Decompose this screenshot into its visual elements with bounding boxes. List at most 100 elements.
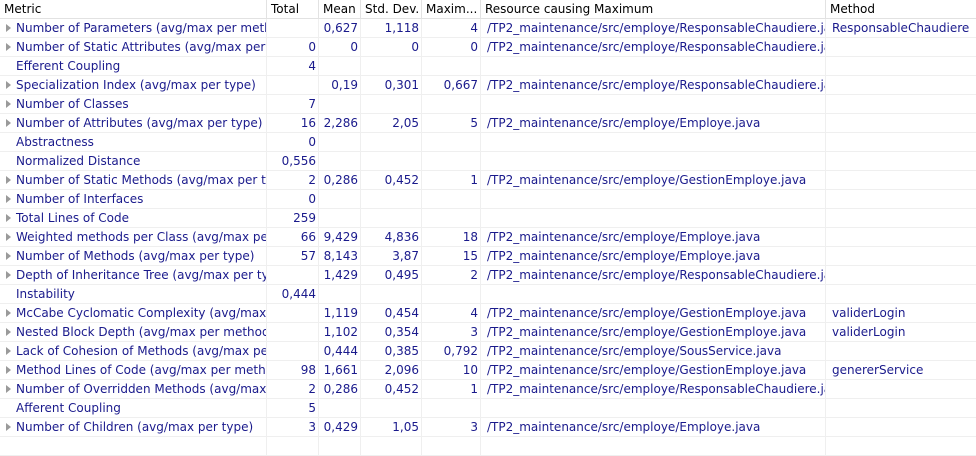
- chevron-right-icon[interactable]: [0, 176, 16, 184]
- column-header-stddev[interactable]: Std. Dev.: [361, 0, 422, 18]
- total-cell: 4: [267, 57, 319, 75]
- resource-cell: [481, 57, 826, 75]
- chevron-right-icon[interactable]: [0, 233, 16, 241]
- table-row[interactable]: Number of Static Attributes (avg/max per…: [0, 38, 976, 57]
- metric-cell: Nested Block Depth (avg/max per method): [0, 323, 267, 341]
- table-row[interactable]: Lack of Cohesion of Methods (avg/max per…: [0, 342, 976, 361]
- method-cell: [826, 171, 976, 189]
- total-cell: 98: [267, 361, 319, 379]
- column-header-metric[interactable]: Metric: [0, 0, 267, 18]
- table-row[interactable]: Depth of Inheritance Tree (avg/max per t…: [0, 266, 976, 285]
- method-cell: [826, 114, 976, 132]
- chevron-right-icon[interactable]: [0, 366, 16, 374]
- table-row[interactable]: Normalized Distance 0,556: [0, 152, 976, 171]
- column-header-resource[interactable]: Resource causing Maximum: [481, 0, 826, 18]
- mean-cell: 0,627: [319, 19, 361, 37]
- column-header-maximum[interactable]: Maxim...: [422, 0, 481, 18]
- table-row[interactable]: Instability 0,444: [0, 285, 976, 304]
- chevron-right-icon[interactable]: [0, 328, 16, 336]
- chevron-right-icon[interactable]: [0, 81, 16, 89]
- stddev-cell: 1,118: [361, 19, 422, 37]
- chevron-right-icon[interactable]: [0, 385, 16, 393]
- metric-label: Number of Static Methods (avg/max per ty…: [16, 173, 267, 187]
- total-cell: [267, 76, 319, 94]
- metric-label: Weighted methods per Class (avg/max per …: [16, 230, 266, 244]
- chevron-right-icon[interactable]: [0, 100, 16, 108]
- mean-cell: [319, 437, 361, 455]
- resource-cell: /TP2_maintenance/src/employe/Responsable…: [481, 380, 826, 398]
- metric-label: Number of Interfaces: [16, 192, 144, 206]
- method-cell: validerLogin: [832, 306, 906, 320]
- table-row[interactable]: Number of Parameters (avg/max per method…: [0, 19, 976, 38]
- table-row[interactable]: Nested Block Depth (avg/max per method) 1…: [0, 323, 976, 342]
- table-row[interactable]: Weighted methods per Class (avg/max per …: [0, 228, 976, 247]
- method-cell: [826, 133, 976, 151]
- stddev-cell: 1,05: [361, 418, 422, 436]
- table-row[interactable]: Total Lines of Code 259: [0, 209, 976, 228]
- stddev-cell: 0: [361, 38, 422, 56]
- chevron-right-icon[interactable]: [0, 252, 16, 260]
- metric-label: Lack of Cohesion of Methods (avg/max per…: [16, 344, 266, 358]
- table-row[interactable]: Number of Methods (avg/max per type) 57 8,…: [0, 247, 976, 266]
- table-row[interactable]: Number of Interfaces 0: [0, 190, 976, 209]
- table-row[interactable]: [0, 437, 976, 456]
- column-header-total[interactable]: Total: [267, 0, 319, 18]
- chevron-right-icon[interactable]: [0, 24, 16, 32]
- chevron-right-icon[interactable]: [0, 347, 16, 355]
- chevron-right-icon[interactable]: [0, 423, 16, 431]
- metric-label: McCabe Cyclomatic Complexity (avg/max pe…: [16, 306, 267, 320]
- stddev-cell: 3,87: [361, 247, 422, 265]
- table-row[interactable]: Number of Children (avg/max per type) 3 0,…: [0, 418, 976, 437]
- table-row[interactable]: Efferent Coupling 4: [0, 57, 976, 76]
- table-row[interactable]: Method Lines of Code (avg/max per method…: [0, 361, 976, 380]
- table-row[interactable]: Afferent Coupling 5: [0, 399, 976, 418]
- table-body: Number of Parameters (avg/max per method…: [0, 19, 976, 456]
- method-cell: [826, 209, 976, 227]
- stddev-cell: [361, 285, 422, 303]
- chevron-right-icon[interactable]: [0, 119, 16, 127]
- maximum-cell: 4: [422, 304, 481, 322]
- resource-cell: [481, 95, 826, 113]
- resource-cell: /TP2_maintenance/src/employe/GestionEmpl…: [481, 323, 826, 341]
- resource-cell: [481, 152, 826, 170]
- chevron-right-icon[interactable]: [0, 214, 16, 222]
- stddev-cell: [361, 437, 422, 455]
- chevron-right-icon[interactable]: [0, 43, 16, 51]
- table-row[interactable]: Number of Overridden Methods (avg/max pe…: [0, 380, 976, 399]
- maximum-cell: 18: [422, 228, 481, 246]
- method-cell: [826, 190, 976, 208]
- mean-cell: [319, 133, 361, 151]
- total-cell: 66: [267, 228, 319, 246]
- metric-cell: McCabe Cyclomatic Complexity (avg/max pe…: [0, 304, 267, 322]
- total-cell: 2: [267, 380, 319, 398]
- resource-cell: /TP2_maintenance/src/employe/Responsable…: [481, 76, 826, 94]
- column-header-mean[interactable]: Mean: [319, 0, 361, 18]
- maximum-cell: 1: [422, 171, 481, 189]
- stddev-cell: [361, 133, 422, 151]
- resource-cell: [481, 437, 826, 455]
- expand-arrow-icon: [5, 309, 11, 317]
- table-row[interactable]: Number of Static Methods (avg/max per ty…: [0, 171, 976, 190]
- expand-arrow-icon: [5, 176, 11, 184]
- metric-label: Afferent Coupling: [16, 401, 121, 415]
- chevron-right-icon[interactable]: [0, 309, 16, 317]
- chevron-right-icon[interactable]: [0, 271, 16, 279]
- table-row[interactable]: Abstractness 0: [0, 133, 976, 152]
- column-header-method[interactable]: Method: [830, 2, 876, 16]
- resource-cell: [481, 399, 826, 417]
- metric-label: Method Lines of Code (avg/max per method…: [16, 363, 267, 377]
- chevron-right-icon[interactable]: [0, 195, 16, 203]
- table-row[interactable]: McCabe Cyclomatic Complexity (avg/max pe…: [0, 304, 976, 323]
- table-row[interactable]: Number of Classes 7: [0, 95, 976, 114]
- maximum-cell: 10: [422, 361, 481, 379]
- table-row[interactable]: Number of Attributes (avg/max per type) 1…: [0, 114, 976, 133]
- method-cell: validerLogin: [832, 325, 906, 339]
- method-cell: [826, 76, 976, 94]
- total-cell: [267, 323, 319, 341]
- stddev-cell: 0,454: [361, 304, 422, 322]
- table-row[interactable]: Specialization Index (avg/max per type) 0…: [0, 76, 976, 95]
- resource-cell: /TP2_maintenance/src/employe/Employe.jav…: [481, 114, 826, 132]
- metric-label: Specialization Index (avg/max per type): [16, 78, 256, 92]
- expand-arrow-icon: [5, 100, 11, 108]
- metric-cell: Depth of Inheritance Tree (avg/max per t…: [0, 266, 267, 284]
